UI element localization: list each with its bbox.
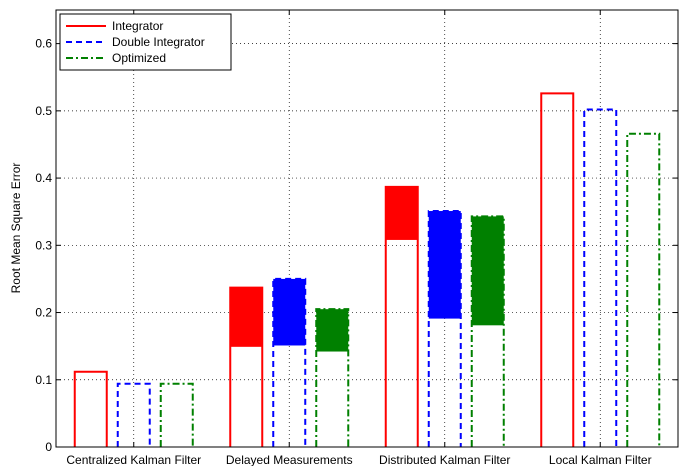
bar <box>427 210 462 447</box>
bar-filled-segment <box>230 287 263 347</box>
legend-label: Optimized <box>112 51 166 65</box>
y-tick-label: 0.3 <box>35 238 52 252</box>
bar-filled-segment <box>471 216 504 326</box>
y-axis: 0 0.1 0.2 0.3 0.4 0.5 0.6 <box>35 37 678 454</box>
y-tick-label: 0.1 <box>35 373 52 387</box>
bar-layer <box>73 92 661 447</box>
legend-label: Double Integrator <box>112 35 205 49</box>
bar <box>583 108 618 447</box>
bar-filled-segment <box>428 211 461 319</box>
y-tick-label: 0.2 <box>35 306 52 320</box>
y-tick-label: 0 <box>45 440 52 454</box>
bar <box>626 132 661 447</box>
bar <box>384 185 419 447</box>
bar <box>272 277 307 447</box>
legend: Integrator Double Integrator Optimized <box>59 13 232 71</box>
x-axis: Centralized Kalman Filter Delayed Measure… <box>66 10 652 466</box>
x-tick-label: Centralized Kalman Filter <box>66 453 201 466</box>
bar-filled-segment <box>385 186 418 240</box>
x-tick-label: Distributed Kalman Filter <box>379 453 510 466</box>
y-axis-label: Root Mean Square Error <box>9 163 23 294</box>
bar <box>229 286 264 447</box>
plot-area <box>56 10 678 447</box>
bar-filled-segment <box>316 309 349 352</box>
y-tick-label: 0.4 <box>35 171 52 185</box>
x-tick-label: Local Kalman Filter <box>549 453 652 466</box>
bar <box>315 308 350 447</box>
plot-frame <box>55 9 679 448</box>
y-tick-label: 0.5 <box>35 104 52 118</box>
bar <box>540 92 575 447</box>
y-tick-label: 0.6 <box>35 37 52 51</box>
grid-layer <box>56 10 678 447</box>
x-tick-label: Delayed Measurements <box>226 453 353 466</box>
bar <box>470 215 505 447</box>
legend-label: Integrator <box>112 19 163 33</box>
bar <box>116 382 151 447</box>
bar <box>73 370 108 447</box>
bar-filled-segment <box>273 278 306 346</box>
bar <box>159 382 194 447</box>
